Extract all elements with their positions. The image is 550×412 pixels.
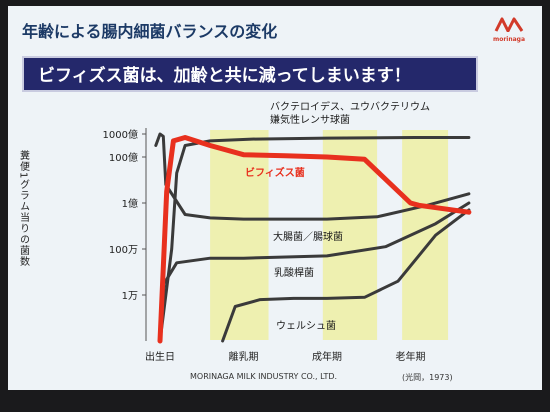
series-label-3: 乳酸桿菌 <box>274 266 314 279</box>
series-label-0: バクテロイデス、ユウバクテリウム嫌気性レンサ球菌 <box>270 100 430 126</box>
footer-company: MORINAGA MILK INDUSTRY CO., LTD. <box>190 372 338 381</box>
x-tick-label: 成年期 <box>312 350 342 363</box>
logo-text: morinaga <box>492 36 526 43</box>
citation: (光岡，1973) <box>402 373 453 382</box>
x-tick-label: 老年期 <box>396 350 426 363</box>
series-line-0 <box>158 136 471 343</box>
slide-title: 年齢による腸内細菌バランスの変化 <box>22 22 278 41</box>
y-tick-label: 100万 <box>109 245 138 256</box>
y-tick-label: 1000億 <box>103 128 138 141</box>
x-tick-label: 離乳期 <box>229 350 259 363</box>
series-label-1: ビフィズス菌 <box>245 166 305 179</box>
x-tick-label: 出生日 <box>145 350 175 363</box>
period-band <box>210 130 269 340</box>
series-line-1 <box>157 135 472 344</box>
logo-icon <box>494 17 524 33</box>
series-label-4: ウェルシュ菌 <box>276 320 336 332</box>
y-tick-label: 100億 <box>109 151 138 164</box>
series-line-3 <box>158 201 471 343</box>
y-axis-label: 糞便1グラム当りの菌数 <box>18 149 30 268</box>
headline-banner: ビフィズス菌は、加齢と共に減ってしまいます！ <box>22 56 478 92</box>
series-lines <box>154 132 472 344</box>
series-labels: バクテロイデス、ユウバクテリウム嫌気性レンサ球菌ビフィズス菌大腸菌／腸球菌乳酸桿… <box>245 100 430 332</box>
series-line-2 <box>154 132 471 221</box>
y-tick-label: 1億 <box>122 197 138 210</box>
series-label-2: 大腸菌／腸球菌 <box>273 230 343 243</box>
series-line-4 <box>221 208 471 343</box>
logo: morinaga <box>490 16 528 43</box>
y-tick-label: 1万 <box>122 291 138 302</box>
